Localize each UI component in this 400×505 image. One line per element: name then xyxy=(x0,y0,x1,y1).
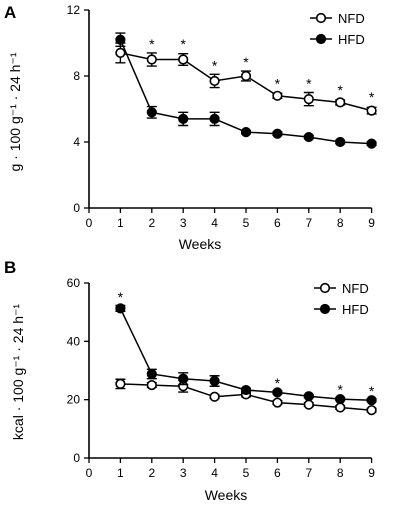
legend: NFD HFD xyxy=(314,281,369,317)
y-tick-label: 12 xyxy=(67,3,81,17)
x-axis-title: Weeks xyxy=(179,236,222,252)
data-point xyxy=(240,384,252,396)
data-point xyxy=(366,105,377,116)
x-tick-label: 6 xyxy=(274,466,281,480)
data-point xyxy=(146,54,157,65)
x-tick-label: 1 xyxy=(117,466,124,480)
data-point xyxy=(115,303,126,314)
series-hfd xyxy=(115,303,377,406)
y-tick-label: 20 xyxy=(67,393,81,407)
significance-marker: * xyxy=(369,383,375,399)
y-axis-title: kcal · 100 g⁻¹ · 24 h⁻¹ xyxy=(10,304,26,441)
data-point xyxy=(272,90,283,101)
x-tick-label: 4 xyxy=(211,216,218,230)
data-point xyxy=(146,368,157,380)
series-nfd xyxy=(115,42,377,116)
legend-label: HFD xyxy=(342,302,369,317)
legend-marker xyxy=(315,33,327,45)
data-point xyxy=(335,393,346,405)
series-hfd xyxy=(115,32,377,149)
x-tick-label: 7 xyxy=(305,216,312,230)
x-tick-label: 5 xyxy=(243,466,250,480)
data-point xyxy=(303,391,314,402)
x-tick-label: 2 xyxy=(148,216,155,230)
data-point xyxy=(209,375,220,387)
y-tick-label: 40 xyxy=(67,334,81,348)
x-tick-label: 9 xyxy=(368,216,375,230)
x-tick-label: 5 xyxy=(243,216,250,230)
y-tick-label: 4 xyxy=(73,135,80,149)
data-point xyxy=(115,378,126,390)
significance-marker: * xyxy=(306,76,312,92)
x-tick-label: 3 xyxy=(180,466,187,480)
x-tick-label: 0 xyxy=(86,216,93,230)
data-point xyxy=(335,97,346,108)
x-tick-label: 0 xyxy=(86,466,93,480)
panel-label: B xyxy=(4,258,16,277)
data-point xyxy=(240,127,252,138)
y-axis-title: g · 100 g⁻¹ · 24 h⁻¹ xyxy=(7,52,23,171)
data-point xyxy=(240,70,252,82)
legend-marker xyxy=(319,282,331,294)
data-point xyxy=(146,107,157,118)
significance-marker: * xyxy=(275,76,281,92)
data-point xyxy=(366,395,377,406)
data-point xyxy=(303,399,314,410)
data-point xyxy=(178,373,189,384)
y-tick-label: 60 xyxy=(67,276,81,290)
x-tick-label: 4 xyxy=(211,466,218,480)
data-point xyxy=(303,131,314,143)
data-point xyxy=(272,397,283,408)
data-point xyxy=(335,402,346,413)
significance-marker: * xyxy=(369,89,375,105)
significance-marker: * xyxy=(212,57,218,73)
panel-b: B 0 20 40 60 0 1 2 3 4 5 6 7 8 9 Weeks kcal · 100 g⁻¹ · … xyxy=(4,258,377,503)
data-point xyxy=(272,387,283,398)
x-tick-label: 6 xyxy=(274,216,281,230)
significance-marker: * xyxy=(180,36,186,52)
y-tick-label: 8 xyxy=(73,69,80,83)
legend-label: HFD xyxy=(338,32,365,47)
legend: NFD HFD xyxy=(310,11,365,47)
x-tick-label: 8 xyxy=(337,216,344,230)
significance-marker: * xyxy=(118,289,124,305)
x-axis-title: Weeks xyxy=(205,487,248,503)
legend-marker xyxy=(319,303,331,315)
data-point xyxy=(115,47,126,59)
significance-marker: * xyxy=(337,82,343,98)
significance-marker: * xyxy=(275,375,281,391)
significance-marker: * xyxy=(337,382,343,398)
data-point xyxy=(209,75,220,87)
x-tick-label: 2 xyxy=(148,466,155,480)
data-point xyxy=(209,113,220,124)
x-tick-label: 8 xyxy=(337,466,344,480)
significance-marker: * xyxy=(149,36,155,52)
data-point xyxy=(335,136,346,148)
x-tick-label: 1 xyxy=(117,216,124,230)
panel-label: A xyxy=(4,3,16,22)
y-tick-label: 0 xyxy=(73,451,80,465)
data-point xyxy=(272,128,283,139)
data-point xyxy=(303,93,314,105)
significance-marker: * xyxy=(243,54,249,70)
data-point xyxy=(178,54,189,65)
legend-label: NFD xyxy=(342,281,369,296)
data-point xyxy=(366,405,377,416)
legend-label: NFD xyxy=(338,11,365,26)
y-tick-label: 0 xyxy=(73,201,80,215)
legend-marker xyxy=(315,12,327,24)
data-point xyxy=(178,113,189,124)
data-point xyxy=(209,391,220,402)
data-point xyxy=(366,138,377,149)
data-point xyxy=(115,34,126,45)
x-tick-label: 3 xyxy=(180,216,187,230)
data-point xyxy=(146,379,157,391)
x-tick-label: 9 xyxy=(368,466,375,480)
x-tick-label: 7 xyxy=(305,466,312,480)
